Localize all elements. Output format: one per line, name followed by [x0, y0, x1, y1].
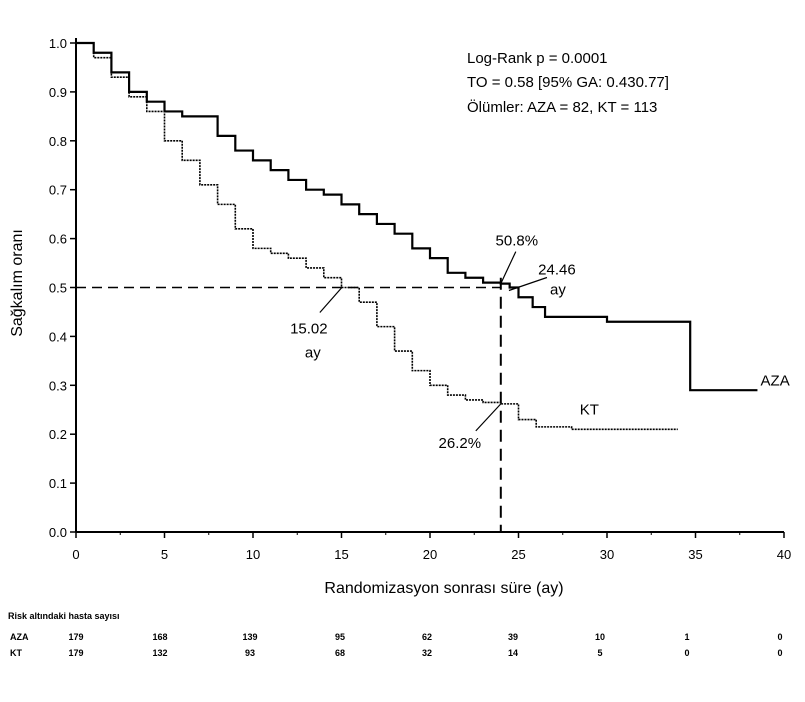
risk-cell: 32	[422, 648, 432, 658]
risk-cell: 14	[508, 648, 518, 658]
series-group	[76, 41, 758, 431]
stat-deaths: Ölümler: AZA = 82, KT = 113	[467, 98, 657, 116]
risk-cell: 62	[422, 632, 432, 642]
x-tick-label: 15	[334, 547, 348, 562]
y-tick-label: 0.5	[49, 281, 67, 296]
annotation-24-46-unit: ay	[550, 282, 566, 299]
risk-table: Risk altındaki hasta sayısı AZA 179 168 139…	[8, 611, 783, 658]
risk-row-label: AZA	[10, 632, 29, 642]
reference-lines	[76, 277, 502, 532]
y-tick-label: 1.0	[49, 36, 67, 51]
y-tick-label: 0.4	[49, 329, 67, 344]
risk-row-label: KT	[10, 648, 22, 658]
axes: 0 5 10 15 20 25 30 35 40 0.0 0.1 0.2 0.3 0.4 0.5 0.6 0.7…	[49, 36, 791, 562]
risk-cell: 5	[597, 648, 602, 658]
risk-cell: 179	[68, 632, 83, 642]
risk-cell: 168	[152, 632, 167, 642]
annotation-24-46: 24.46	[538, 262, 576, 279]
risk-cell: 132	[152, 648, 167, 658]
y-tick-label: 0.9	[49, 85, 67, 100]
series-label-aza: AZA	[761, 372, 790, 389]
x-tick-label: 35	[688, 547, 702, 562]
stat-logrank: Log-Rank p = 0.0001	[467, 50, 608, 67]
x-tick-label: 0	[72, 547, 79, 562]
annotation-50-8-percent: 50.8%	[496, 233, 539, 250]
annotations: 50.8% 24.46 ay 15.02 ay 26.2% KT AZA	[290, 233, 790, 452]
stats-box: Log-Rank p = 0.0001 TO = 0.58 [95% GA: 0…	[467, 50, 669, 116]
x-tick-label: 5	[161, 547, 168, 562]
y-tick-label: 0.0	[49, 525, 67, 540]
annotation-15-02: 15.02	[290, 321, 328, 338]
y-axis-title: Sağkalım oranı	[9, 229, 26, 337]
risk-cell: 0	[684, 648, 689, 658]
annotation-26-2-percent: 26.2%	[439, 435, 482, 452]
annotation-leader-1502	[319, 287, 343, 313]
y-tick-label: 0.2	[49, 427, 67, 442]
x-tick-label: 25	[511, 547, 525, 562]
annotation-leader-508	[500, 251, 517, 284]
y-tick-label: 0.7	[49, 183, 67, 198]
risk-table-title: Risk altındaki hasta sayısı	[8, 611, 120, 621]
risk-cell: 10	[595, 632, 605, 642]
y-tick-label: 0.8	[49, 134, 67, 149]
y-tick-label: 0.1	[49, 476, 67, 491]
stat-hazard-ratio: TO = 0.58 [95% GA: 0.430.77]	[467, 74, 669, 91]
annotation-leader-262	[475, 403, 502, 432]
x-tick-label: 40	[777, 547, 791, 562]
risk-cell: 0	[777, 632, 782, 642]
annotation-leader-2446	[508, 276, 548, 292]
risk-cell: 93	[245, 648, 255, 658]
y-tick-label: 0.3	[49, 378, 67, 393]
y-tick-label: 0.6	[49, 232, 67, 247]
risk-cell: 179	[68, 648, 83, 658]
risk-cell: 95	[335, 632, 345, 642]
risk-cell: 39	[508, 632, 518, 642]
risk-cell: 1	[684, 632, 689, 642]
series-line-aza	[76, 41, 758, 392]
x-tick-label: 20	[423, 547, 437, 562]
x-tick-label: 10	[246, 547, 260, 562]
series-label-kt: KT	[580, 402, 599, 419]
risk-cell: 139	[242, 632, 257, 642]
x-axis-title: Randomizasyon sonrası süre (ay)	[324, 580, 563, 597]
series-line-kt	[76, 42, 678, 431]
risk-cell: 0	[777, 648, 782, 658]
risk-cell: 68	[335, 648, 345, 658]
x-tick-label: 30	[600, 547, 614, 562]
annotation-15-02-unit: ay	[305, 345, 321, 362]
